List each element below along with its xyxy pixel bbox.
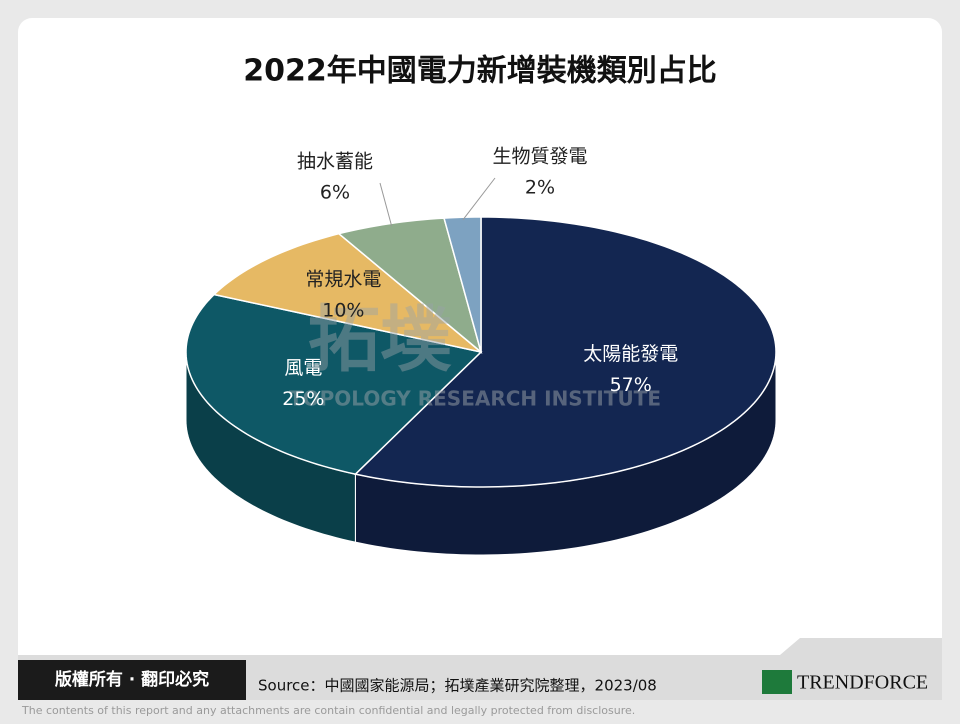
- slice: [212, 232, 482, 353]
- watermark-subtitle: TOPOLOGY RESEARCH INSTITUTE: [289, 387, 661, 411]
- category-label: 抽水蓄能: [297, 151, 373, 173]
- category-label: 生物質發電: [492, 146, 587, 168]
- value-label: 57%: [610, 374, 652, 396]
- slice: [185, 293, 483, 475]
- chart-title: 2022年中國電力新增裝機類別占比: [243, 54, 717, 89]
- leader-line: [379, 182, 393, 227]
- labels: 太陽能發電 57% 風電 25% 常規水電 10% 抽水蓄能 6% 生物質發電 2%: [282, 146, 678, 410]
- footer-band: [18, 638, 942, 700]
- value-label: 25%: [282, 388, 324, 410]
- slice: [443, 216, 482, 353]
- source: Source：中國國家能源局；拓墣產業研究院整理，2023/08: [258, 677, 657, 695]
- leader-line: [462, 177, 496, 221]
- slice: [353, 216, 777, 488]
- value-label: 10%: [322, 299, 364, 321]
- category-label: 太陽能發電: [583, 343, 678, 365]
- value-label: 2%: [525, 177, 555, 199]
- watermark-title: 拓墣: [308, 298, 452, 382]
- category-label: 風電: [284, 357, 322, 379]
- logo: TRENDFORCE: [797, 672, 928, 694]
- copyright-box: [18, 660, 246, 700]
- copyright: 版權所有 · 翻印必究: [55, 669, 209, 690]
- slice: [337, 217, 483, 355]
- logo-mark: [762, 670, 792, 694]
- value-label: 6%: [320, 182, 350, 204]
- disclaimer: The contents of this report and any atta…: [21, 704, 635, 717]
- pie: [185, 216, 777, 556]
- category-label: 常規水電: [305, 268, 381, 290]
